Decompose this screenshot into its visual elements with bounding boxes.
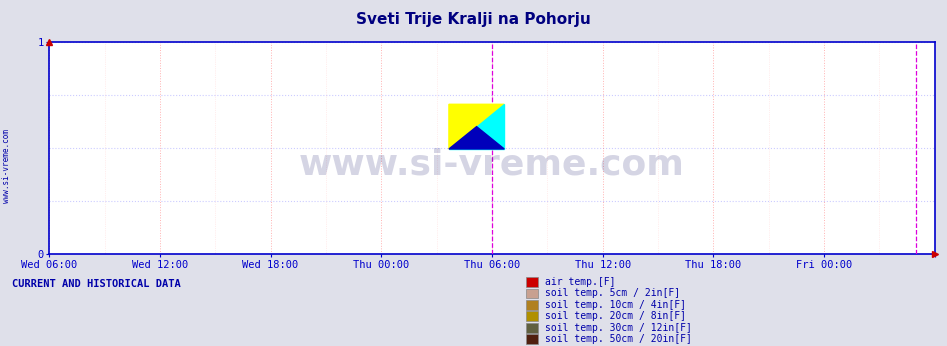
Text: soil temp. 10cm / 4in[F]: soil temp. 10cm / 4in[F]: [545, 300, 686, 310]
Text: soil temp. 30cm / 12in[F]: soil temp. 30cm / 12in[F]: [545, 323, 691, 333]
Text: Sveti Trije Kralji na Pohorju: Sveti Trije Kralji na Pohorju: [356, 12, 591, 27]
Text: www.si-vreme.com: www.si-vreme.com: [299, 148, 685, 182]
Text: air temp.[F]: air temp.[F]: [545, 277, 615, 287]
Polygon shape: [449, 104, 504, 149]
Text: soil temp. 20cm / 8in[F]: soil temp. 20cm / 8in[F]: [545, 311, 686, 321]
Polygon shape: [449, 127, 504, 149]
Text: www.si-vreme.com: www.si-vreme.com: [2, 129, 11, 203]
Polygon shape: [449, 104, 504, 149]
Text: CURRENT AND HISTORICAL DATA: CURRENT AND HISTORICAL DATA: [12, 279, 181, 289]
Text: soil temp. 5cm / 2in[F]: soil temp. 5cm / 2in[F]: [545, 289, 680, 298]
Text: soil temp. 50cm / 20in[F]: soil temp. 50cm / 20in[F]: [545, 334, 691, 344]
